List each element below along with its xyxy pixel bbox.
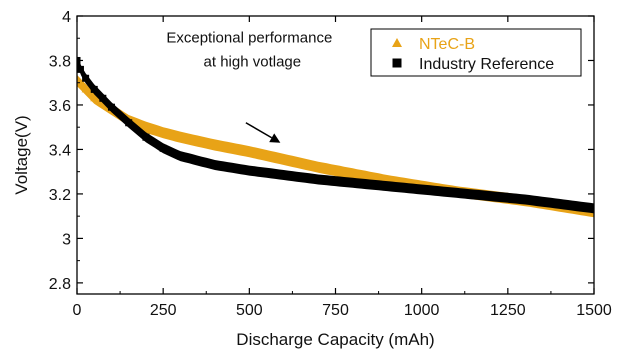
data-point xyxy=(77,76,81,84)
annotation-text-line-2: at high votlage xyxy=(204,54,302,71)
data-point xyxy=(82,74,90,82)
y-axis-title: Voltage(V) xyxy=(12,115,31,194)
x-tick-label: 1250 xyxy=(490,302,526,319)
data-point xyxy=(452,189,460,197)
data-point xyxy=(280,171,288,179)
data-point xyxy=(159,144,167,152)
data-point xyxy=(521,195,529,203)
x-tick-label: 1500 xyxy=(576,302,612,319)
y-tick-label: 3.8 xyxy=(49,53,71,70)
data-point xyxy=(245,167,253,175)
annotation-arrowhead xyxy=(269,133,281,143)
data-point xyxy=(159,128,168,136)
y-tick-label: 3.2 xyxy=(49,187,71,204)
y-tick-label: 3.4 xyxy=(49,142,71,159)
data-point xyxy=(314,163,323,171)
data-point xyxy=(81,85,90,93)
data-point xyxy=(487,192,495,200)
y-tick-label: 4 xyxy=(62,9,71,26)
data-point xyxy=(590,204,594,212)
y-tick-label: 3 xyxy=(62,231,71,248)
x-tick-label: 0 xyxy=(73,302,82,319)
x-tick-label: 750 xyxy=(322,302,349,319)
x-tick-label: 500 xyxy=(236,302,263,319)
y-tick-label: 3.6 xyxy=(49,98,71,115)
x-axis-title: Discharge Capacity (mAh) xyxy=(236,330,434,349)
legend-label-ntec-b: NTeC-B xyxy=(419,36,475,53)
data-point xyxy=(176,152,184,160)
annotation-text-line-1: Exceptional performance xyxy=(166,30,332,47)
data-point xyxy=(348,169,357,177)
annotation-arrow xyxy=(245,122,273,139)
data-point xyxy=(210,140,219,148)
legend: NTeC-B Industry Reference xyxy=(370,28,582,77)
x-tick-label: 1000 xyxy=(404,302,440,319)
legend-marker-ntec-b xyxy=(392,38,402,47)
data-point xyxy=(383,182,391,190)
series-layer xyxy=(77,55,594,218)
data-point xyxy=(77,65,84,73)
data-point xyxy=(141,123,150,131)
data-point xyxy=(418,185,426,193)
legend-box xyxy=(370,28,582,77)
data-point xyxy=(176,133,185,141)
data-point xyxy=(125,119,133,127)
data-point xyxy=(556,200,564,208)
legend-marker-industry-reference xyxy=(392,58,402,68)
data-point xyxy=(349,179,357,187)
data-point xyxy=(245,147,254,155)
annotation-layer: Exceptional performance at high votlage xyxy=(166,30,332,143)
y-tick-label: 2.8 xyxy=(49,276,71,293)
data-point xyxy=(107,103,115,111)
data-point xyxy=(99,94,107,102)
series-band-1 xyxy=(77,55,594,214)
data-point xyxy=(211,161,219,169)
x-tick-label: 250 xyxy=(150,302,177,319)
data-point xyxy=(90,94,99,102)
data-point xyxy=(142,133,150,141)
data-point xyxy=(279,155,288,163)
legend-label-industry-reference: Industry Reference xyxy=(419,56,554,73)
data-point xyxy=(314,175,322,183)
data-point xyxy=(90,85,98,93)
ticks-layer: 0 250 500 750 1000 1250 1500 2.8 3 3.2 3.4 3.6 3.8 4 xyxy=(49,9,612,319)
